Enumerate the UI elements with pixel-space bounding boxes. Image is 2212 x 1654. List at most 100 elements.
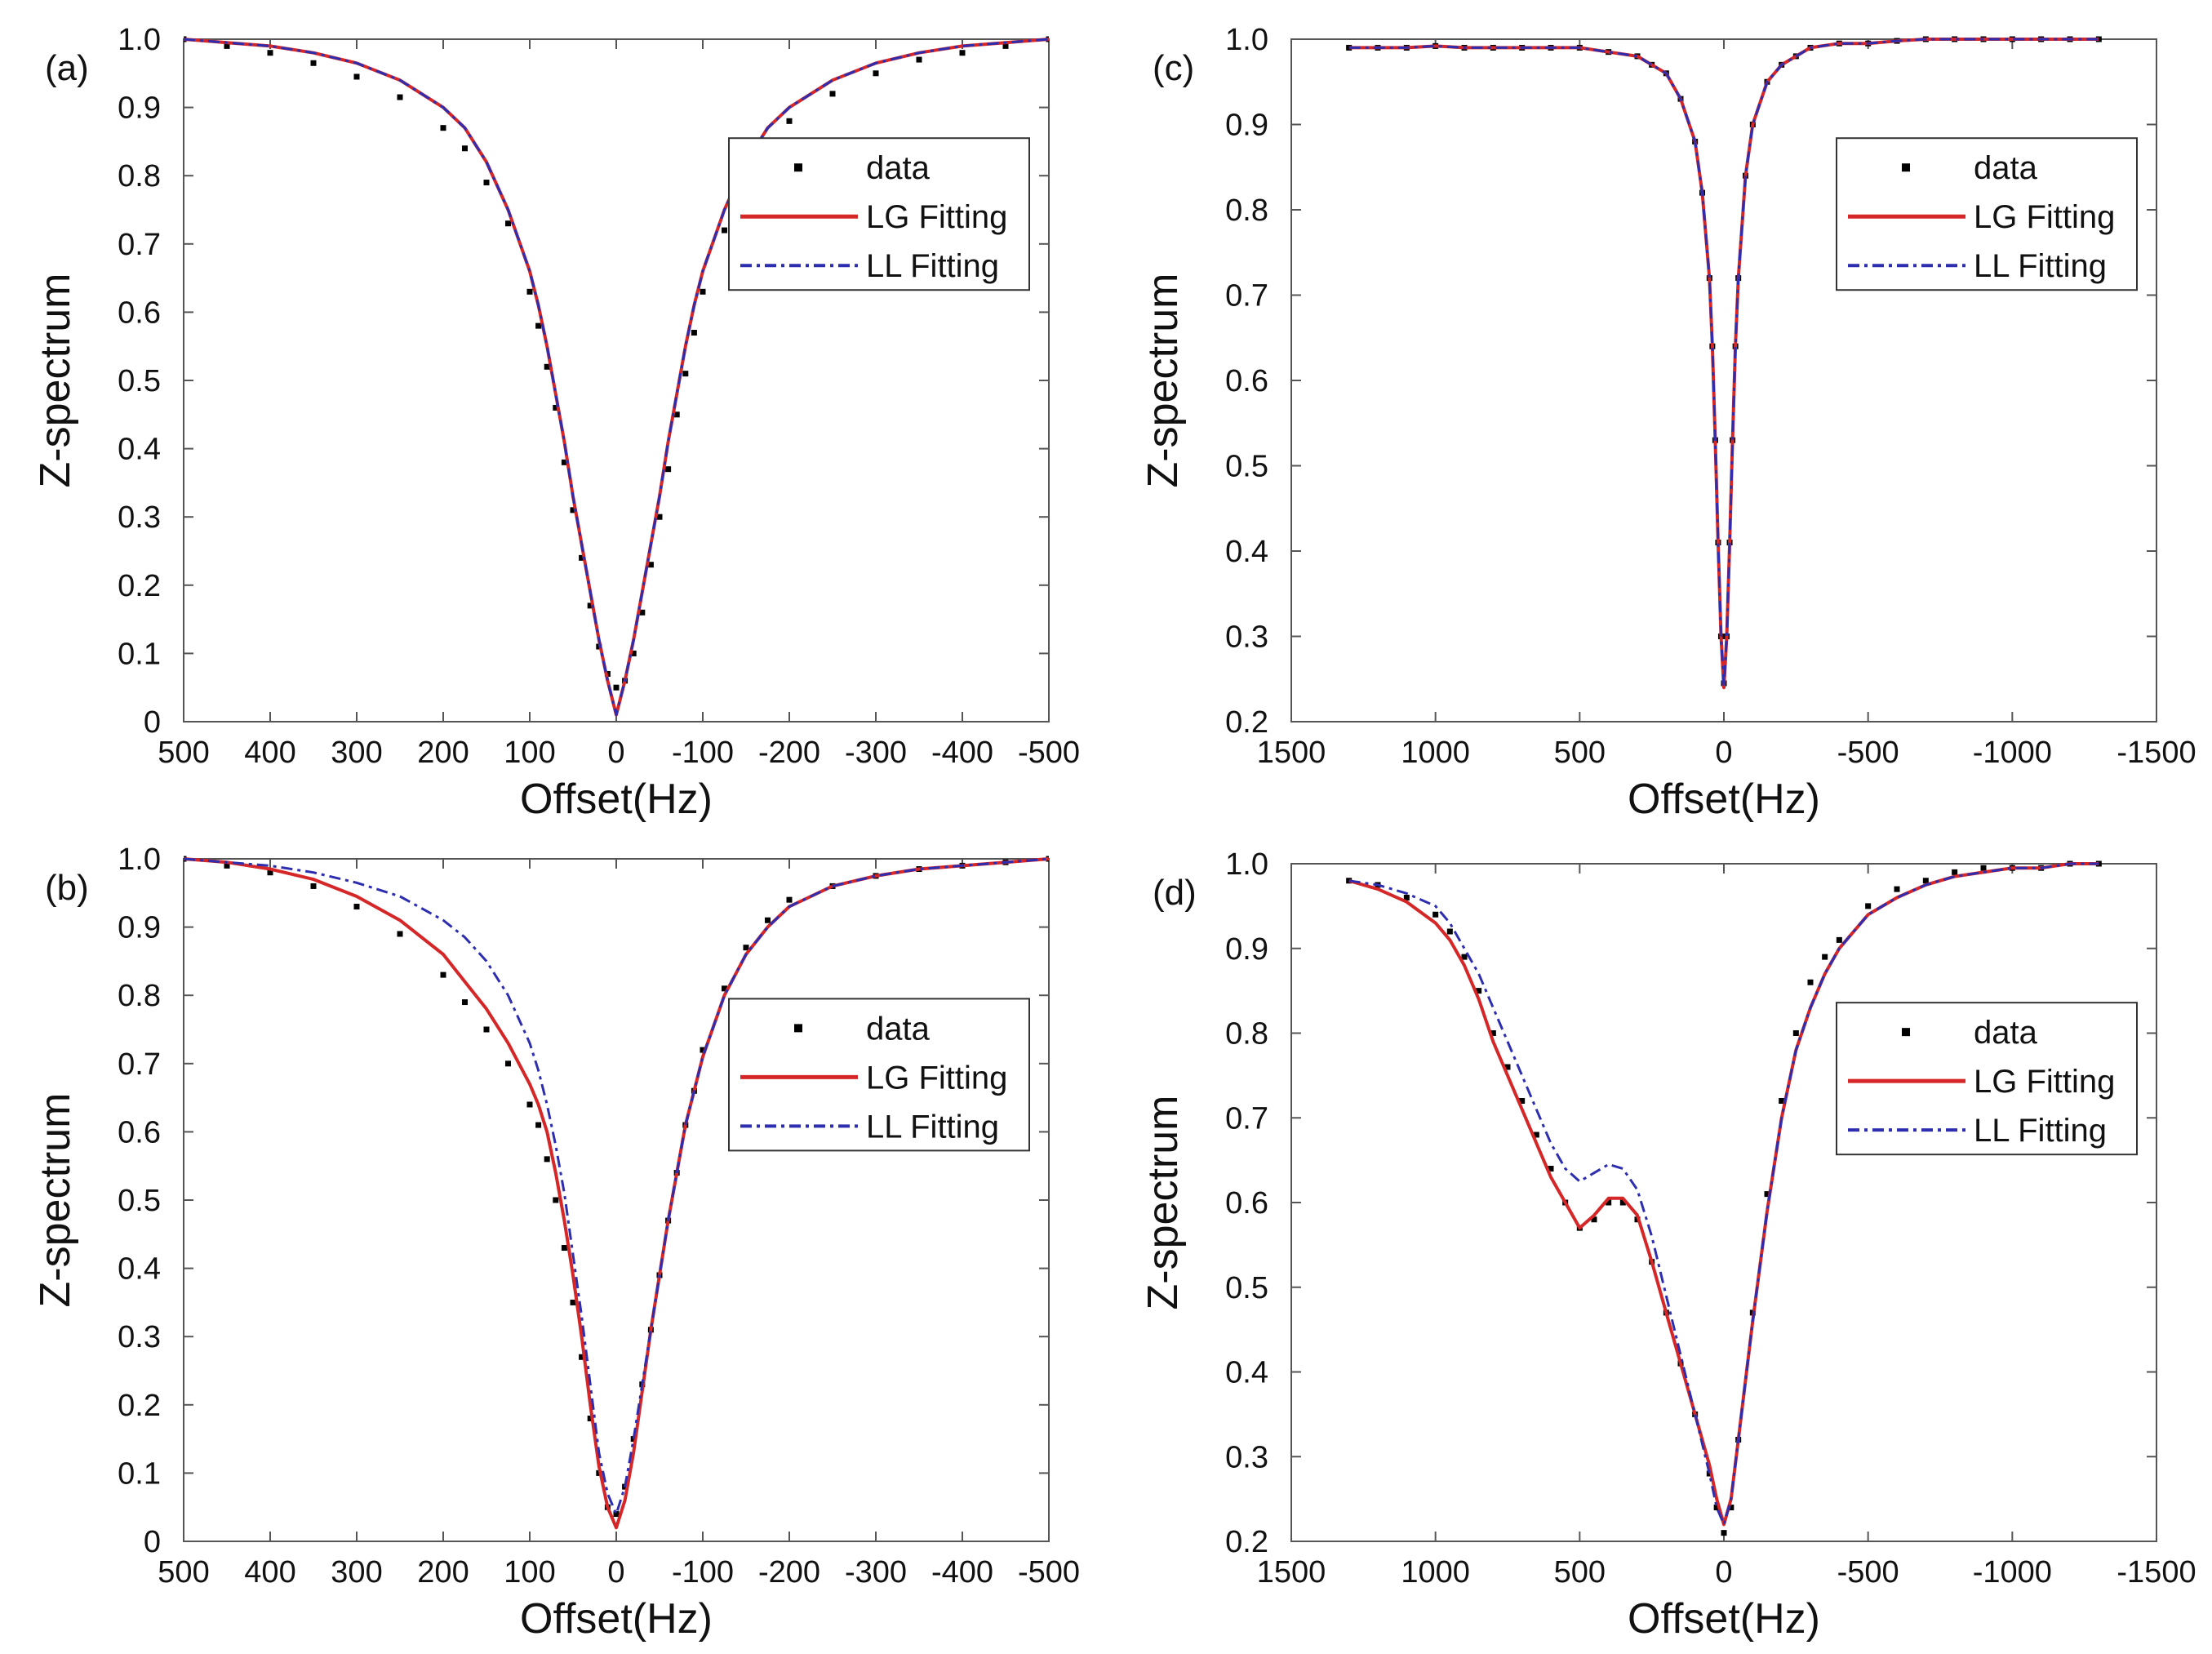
x-tick-label: -300 — [845, 1555, 907, 1590]
data-point — [673, 411, 680, 418]
data-point — [553, 404, 559, 411]
panel-label: (b) — [45, 868, 89, 908]
y-tick-label: 0 — [144, 1525, 161, 1559]
y-tick-label: 0 — [144, 705, 161, 740]
x-tick-label: 300 — [331, 736, 382, 770]
data-point — [786, 118, 793, 124]
x-axis-label: Offset(Hz) — [520, 1595, 713, 1643]
data-point — [462, 145, 468, 152]
panel-label: (c) — [1153, 48, 1194, 88]
data-point — [1721, 1530, 1727, 1536]
legend-label: data — [866, 1011, 931, 1047]
x-tick-label: -1000 — [1973, 736, 2052, 770]
data-point — [505, 1060, 511, 1067]
ll-fitting-line — [184, 857, 1049, 1516]
data-point — [267, 50, 273, 56]
y-tick-label: 0.2 — [1225, 1525, 1268, 1559]
data-point — [579, 554, 585, 561]
data-point — [544, 1156, 550, 1163]
data-point — [2095, 860, 2102, 867]
data-point — [561, 1245, 567, 1252]
data-point — [743, 945, 749, 951]
legend-marker — [1902, 1028, 1910, 1037]
x-tick-label: 1500 — [1257, 1555, 1326, 1590]
data-point — [959, 50, 966, 56]
x-tick-label: -100 — [672, 1555, 734, 1590]
data-point — [722, 227, 727, 233]
data-point — [579, 1354, 585, 1360]
data-point — [1533, 1132, 1539, 1138]
legend-label: LG Fitting — [1974, 1064, 2115, 1100]
data-point — [535, 1122, 542, 1128]
data-point — [1591, 1216, 1597, 1223]
data-point — [526, 288, 533, 295]
x-tick-label: -200 — [758, 736, 820, 770]
y-tick-label: 0.5 — [1225, 450, 1268, 484]
y-tick-label: 0.7 — [1225, 279, 1268, 313]
y-tick-label: 0.6 — [1225, 364, 1268, 398]
x-tick-label: 1500 — [1257, 736, 1326, 770]
data-point — [1706, 1470, 1712, 1477]
x-tick-label: -300 — [845, 736, 907, 770]
x-tick-label: -400 — [931, 736, 993, 770]
data-point — [916, 56, 922, 63]
y-tick-label: 0.4 — [118, 433, 161, 467]
y-tick-label: 0.6 — [118, 1115, 161, 1149]
y-tick-label: 0.6 — [118, 296, 161, 330]
data-point — [2095, 36, 2102, 42]
data-point — [1952, 869, 1958, 875]
x-tick-label: 1000 — [1401, 1555, 1470, 1590]
x-tick-label: -1500 — [2117, 1555, 2196, 1590]
data-point — [1713, 1505, 1720, 1510]
y-tick-label: 0.7 — [1225, 1101, 1268, 1136]
data-point — [353, 904, 360, 910]
data-point — [483, 180, 490, 186]
data-point — [1980, 865, 1987, 871]
y-tick-label: 0.8 — [1225, 1017, 1268, 1052]
x-tick-label: 1000 — [1401, 736, 1470, 770]
data-point — [483, 1026, 490, 1033]
data-point — [587, 1416, 593, 1422]
data-point — [765, 917, 771, 923]
legend-marker — [794, 1024, 802, 1033]
x-axis-label: Offset(Hz) — [520, 776, 713, 823]
legend: data LG Fitting LL Fitting — [728, 137, 1030, 291]
data-point — [224, 42, 230, 49]
x-tick-label: -500 — [1837, 736, 1899, 770]
y-tick-label: 0.3 — [118, 1320, 161, 1354]
legend-label: LG Fitting — [866, 1060, 1007, 1096]
x-tick-label: -1500 — [2117, 736, 2196, 770]
data-point — [700, 1047, 706, 1053]
x-tick-label: 500 — [1554, 736, 1606, 770]
data-point — [1519, 1098, 1526, 1104]
x-tick-label: 200 — [417, 1555, 469, 1590]
y-tick-label: 0.5 — [118, 1184, 161, 1218]
y-tick-label: 1.0 — [1225, 23, 1268, 57]
legend-marker — [1902, 163, 1910, 172]
legend: data LG Fitting LL Fitting — [1836, 137, 2138, 291]
data-point — [691, 329, 697, 336]
x-axis-label: Offset(Hz) — [1628, 776, 1820, 823]
legend: data LG Fitting LL Fitting — [728, 998, 1030, 1152]
y-tick-label: 0.5 — [1225, 1271, 1268, 1305]
data-point — [561, 459, 567, 465]
data-point — [570, 507, 576, 514]
y-tick-label: 0.3 — [1225, 1440, 1268, 1474]
y-tick-label: 0.4 — [1225, 1356, 1268, 1390]
y-axis-label: Z-spectrum — [32, 273, 79, 488]
data-point — [505, 220, 511, 227]
legend-label: LL Fitting — [1974, 1113, 2107, 1149]
x-tick-label: 500 — [158, 736, 209, 770]
x-tick-label: 200 — [417, 736, 469, 770]
data-point — [647, 562, 654, 568]
data-point — [873, 70, 879, 77]
ll-fitting-line — [184, 38, 1049, 717]
data-point — [397, 931, 403, 937]
data-point — [1606, 1199, 1612, 1206]
data-point — [587, 602, 593, 609]
data-point — [613, 1511, 620, 1518]
series-group — [1346, 36, 2102, 690]
x-tick-label: 300 — [331, 1555, 382, 1590]
y-tick-label: 1.0 — [118, 843, 161, 877]
